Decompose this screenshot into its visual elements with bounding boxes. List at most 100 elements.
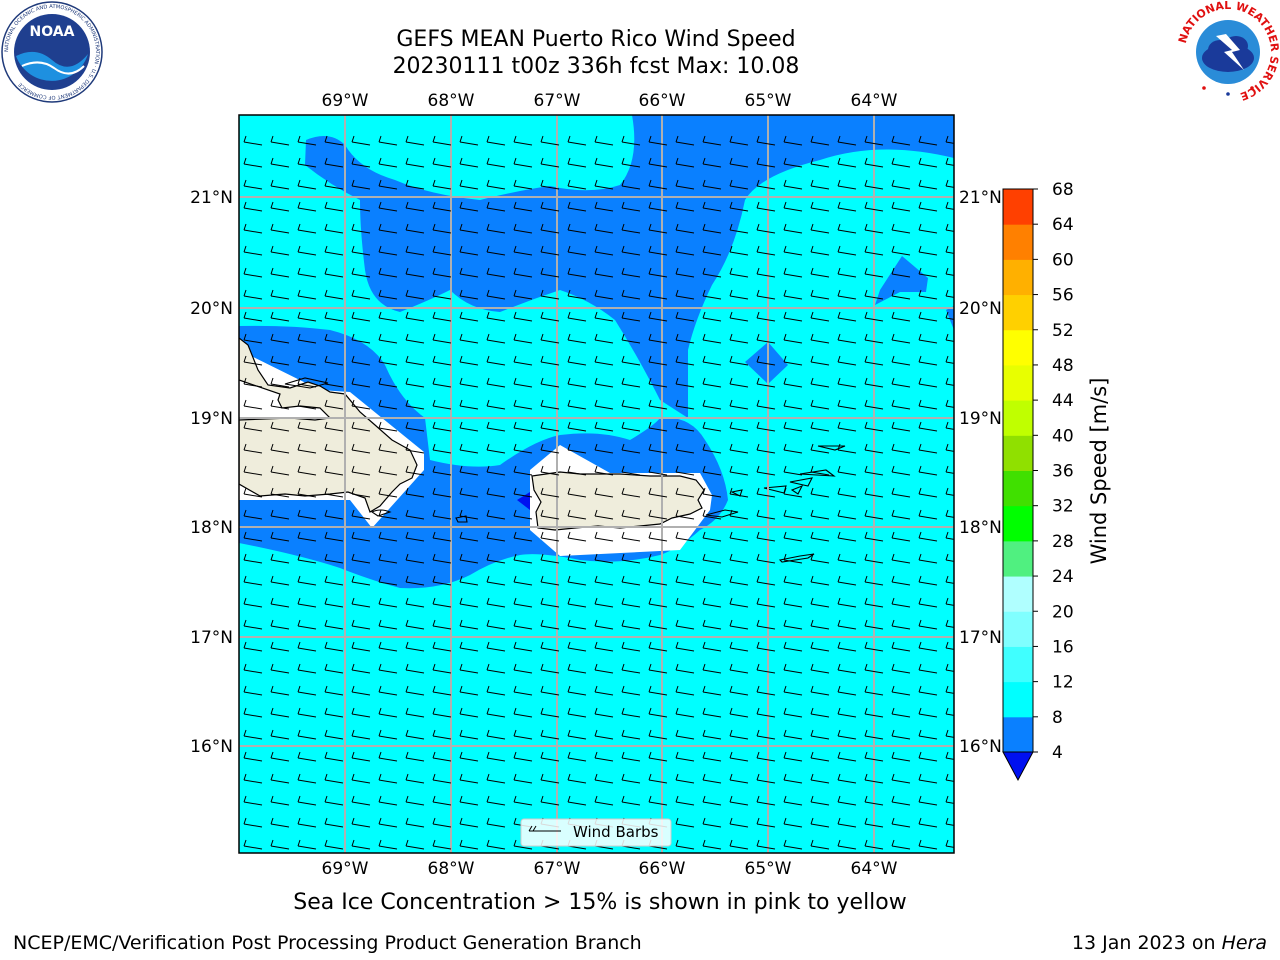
wind-barb bbox=[891, 509, 911, 520]
wind-barb bbox=[540, 553, 560, 564]
wind-barb bbox=[459, 421, 479, 432]
wind-barb bbox=[918, 201, 938, 212]
wind-barb bbox=[702, 333, 722, 344]
wind-barb bbox=[675, 575, 695, 586]
wind-barb bbox=[243, 157, 263, 168]
wind-barb bbox=[378, 377, 398, 388]
wind-barb bbox=[648, 487, 668, 498]
wind-barb bbox=[729, 311, 749, 322]
wind-barb bbox=[432, 179, 452, 190]
wind-barb bbox=[729, 685, 749, 696]
wind-barb bbox=[594, 707, 614, 718]
wind-barb bbox=[243, 553, 263, 564]
wind-barb bbox=[459, 135, 479, 146]
wind-barb bbox=[513, 487, 533, 498]
wind-barb bbox=[405, 839, 425, 850]
wind-barb bbox=[459, 663, 479, 674]
wind-barb bbox=[864, 773, 884, 784]
wind-barb bbox=[486, 465, 506, 476]
wind-barb bbox=[540, 641, 560, 652]
wind-barb bbox=[783, 135, 803, 146]
wind-barb bbox=[945, 399, 954, 408]
wind-barb bbox=[270, 685, 290, 696]
footer-machine: Hera bbox=[1221, 932, 1267, 954]
wind-barb bbox=[459, 201, 479, 212]
wind-barb bbox=[810, 465, 830, 476]
wind-barb bbox=[594, 641, 614, 652]
wind-barb bbox=[351, 179, 371, 190]
wind-barb bbox=[810, 267, 830, 278]
wind-barb bbox=[513, 377, 533, 388]
wind-barb bbox=[648, 751, 668, 762]
wind-barb bbox=[270, 817, 290, 828]
wind-barb bbox=[756, 377, 776, 388]
wind-barb bbox=[432, 223, 452, 234]
wind-barb bbox=[297, 597, 317, 608]
wind-barb bbox=[567, 267, 587, 278]
wind-barb bbox=[297, 817, 317, 828]
wind-barb bbox=[729, 355, 749, 366]
wind-barb bbox=[297, 443, 317, 454]
wind-barb bbox=[891, 795, 911, 806]
wind-barb bbox=[567, 509, 587, 520]
wind-barb bbox=[864, 355, 884, 366]
wind-barb bbox=[405, 245, 425, 256]
wind-barb bbox=[297, 223, 317, 234]
wind-barb bbox=[378, 465, 398, 476]
wind-barb bbox=[702, 663, 722, 674]
wind-barb bbox=[459, 487, 479, 498]
wind-barb bbox=[945, 443, 954, 452]
wind-barb bbox=[621, 531, 641, 542]
wind-barb bbox=[459, 729, 479, 740]
wind-barb bbox=[864, 597, 884, 608]
wind-barb bbox=[864, 663, 884, 674]
wind-barb bbox=[297, 135, 317, 146]
wind-barb bbox=[729, 135, 749, 146]
wind-barb bbox=[405, 157, 425, 168]
wind-barb bbox=[486, 707, 506, 718]
wind-barb bbox=[459, 179, 479, 190]
wind-barb bbox=[648, 707, 668, 718]
wind-barb bbox=[594, 267, 614, 278]
wind-barb bbox=[648, 553, 668, 564]
wind-barb bbox=[648, 663, 668, 674]
wind-barb bbox=[756, 663, 776, 674]
wind-barb bbox=[810, 707, 830, 718]
wind-barb bbox=[729, 729, 749, 740]
wind-barb bbox=[486, 399, 506, 410]
wind-barb bbox=[513, 795, 533, 806]
wind-barb bbox=[891, 355, 911, 366]
wind-barb bbox=[270, 201, 290, 212]
wind-barb bbox=[567, 597, 587, 608]
wind-barb bbox=[675, 377, 695, 388]
wind-barb bbox=[405, 487, 425, 498]
wind-barb bbox=[243, 619, 263, 630]
wind-barb bbox=[540, 729, 560, 740]
wind-barb bbox=[324, 817, 344, 828]
wind-barb bbox=[729, 817, 749, 828]
wind-barb bbox=[540, 245, 560, 256]
wind-barb bbox=[918, 355, 938, 366]
wind-barb bbox=[945, 795, 954, 804]
wind-barb bbox=[864, 707, 884, 718]
wind-barb bbox=[945, 619, 954, 628]
wind-barb bbox=[459, 751, 479, 762]
wind-barb bbox=[324, 751, 344, 762]
wind-barb bbox=[513, 267, 533, 278]
wind-barb bbox=[837, 839, 857, 850]
wind-barb bbox=[594, 751, 614, 762]
wind-barb bbox=[702, 465, 722, 476]
wind-barb bbox=[243, 443, 263, 454]
wind-barb bbox=[891, 575, 911, 586]
wind-barb bbox=[810, 553, 830, 564]
wind-barb bbox=[243, 597, 263, 608]
wind-barb bbox=[378, 597, 398, 608]
wind-barb bbox=[729, 575, 749, 586]
wind-barb bbox=[891, 707, 911, 718]
wind-barb bbox=[648, 685, 668, 696]
wind-barb bbox=[729, 487, 749, 498]
wind-barb bbox=[432, 289, 452, 300]
wind-barb bbox=[513, 157, 533, 168]
wind-barb bbox=[891, 751, 911, 762]
wind-barb bbox=[486, 443, 506, 454]
